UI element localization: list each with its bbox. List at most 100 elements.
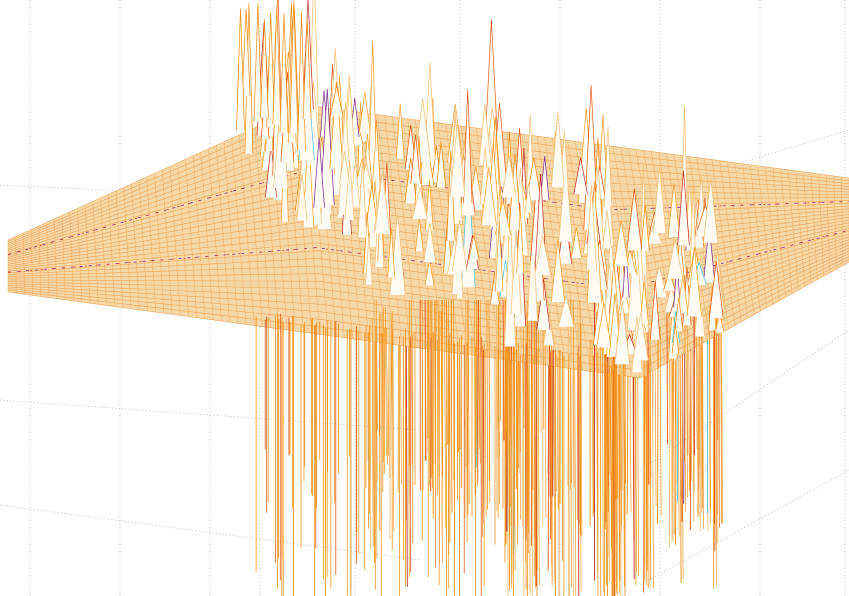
spike-down [410,299,413,465]
spike-up [667,183,681,238]
spike-down [686,353,688,498]
mesh-line [7,253,849,355]
spike-up [313,137,325,208]
spike-up [524,182,533,213]
spike-down [668,361,671,549]
spike-down [618,375,620,532]
spike-down [375,341,378,560]
spike-down [457,353,459,453]
spike-down [531,354,534,490]
spike-down [701,312,704,508]
spike-down [450,299,453,513]
spike-down [518,361,521,474]
spike-up [666,239,684,279]
spike-down [666,307,669,445]
spike-down [572,368,574,596]
mesh-line [7,173,849,256]
spike-up [703,178,719,243]
mesh-line [7,258,849,371]
spike-down [601,299,604,593]
spike-down [476,299,478,487]
spike-down [574,368,577,596]
spike-down [715,337,717,586]
spike-down [486,299,489,510]
spike-down [657,326,659,525]
spike-up [272,5,282,125]
spike-down [386,327,388,465]
spike-up [478,103,492,165]
spike-down [444,299,446,528]
grid-line-diagonal [0,399,421,431]
spike-up [330,85,344,117]
mesh-line [7,242,849,324]
grid-line-diagonal [699,129,849,176]
spike-up [387,227,396,278]
spike-up [596,302,612,348]
spike-up [279,13,289,133]
spike-down [369,318,372,550]
spike-down [645,352,648,557]
spike-down [371,318,374,547]
spike-down [591,339,594,517]
spike-down [659,326,662,516]
spike-down [654,370,657,507]
spike-down [688,350,691,492]
spike-down [405,346,408,587]
spike-down [649,328,652,480]
spike-up [344,160,355,220]
mesh-line [7,247,849,340]
spike-up [451,219,468,272]
spike-down [548,342,551,498]
spike-up [539,156,550,201]
spike-up [411,187,428,220]
spike-down [716,299,719,441]
spike-up [374,172,390,231]
spike-up [602,210,612,249]
negative-spikes [255,299,723,596]
spike-up [480,167,497,226]
spike-up [395,103,405,159]
spike-down [637,377,640,576]
spike-up [302,17,312,120]
spike-down [721,303,723,524]
mesh-line [7,233,849,301]
spike-down [645,376,647,499]
spike-down [537,305,540,586]
spike-down [428,332,431,487]
spike-down [375,299,378,482]
spike-down [533,354,536,486]
mesh-line [7,219,849,267]
spike-down [527,300,529,554]
spike-down [716,299,718,515]
spike-down [467,299,470,505]
spike-up [329,81,344,169]
spike-up [573,157,588,195]
spike-down [580,323,583,537]
spike-up [489,272,500,305]
spike-down [522,362,525,596]
spike-up [551,111,565,188]
spike-up [640,204,650,252]
mesh-line [7,196,849,262]
spike-up [650,280,661,340]
spike-up [671,323,680,354]
spike-up [677,170,690,246]
spike-down [484,350,487,517]
spike-down [671,361,674,541]
spike-down [524,362,527,590]
spike-up [510,230,522,314]
spike-down [649,354,651,550]
spike-down [477,299,479,484]
spike-down [604,373,607,530]
spike-up [603,126,613,207]
spike-up [626,188,643,251]
spike-up [266,12,276,128]
mesh-line [7,244,849,332]
spike-down [510,360,513,584]
spike-up [339,150,350,184]
spike-down [474,299,476,495]
spike-up [536,278,551,331]
spike-up [410,134,421,184]
spike-down [516,316,518,517]
spike-down [681,355,684,580]
